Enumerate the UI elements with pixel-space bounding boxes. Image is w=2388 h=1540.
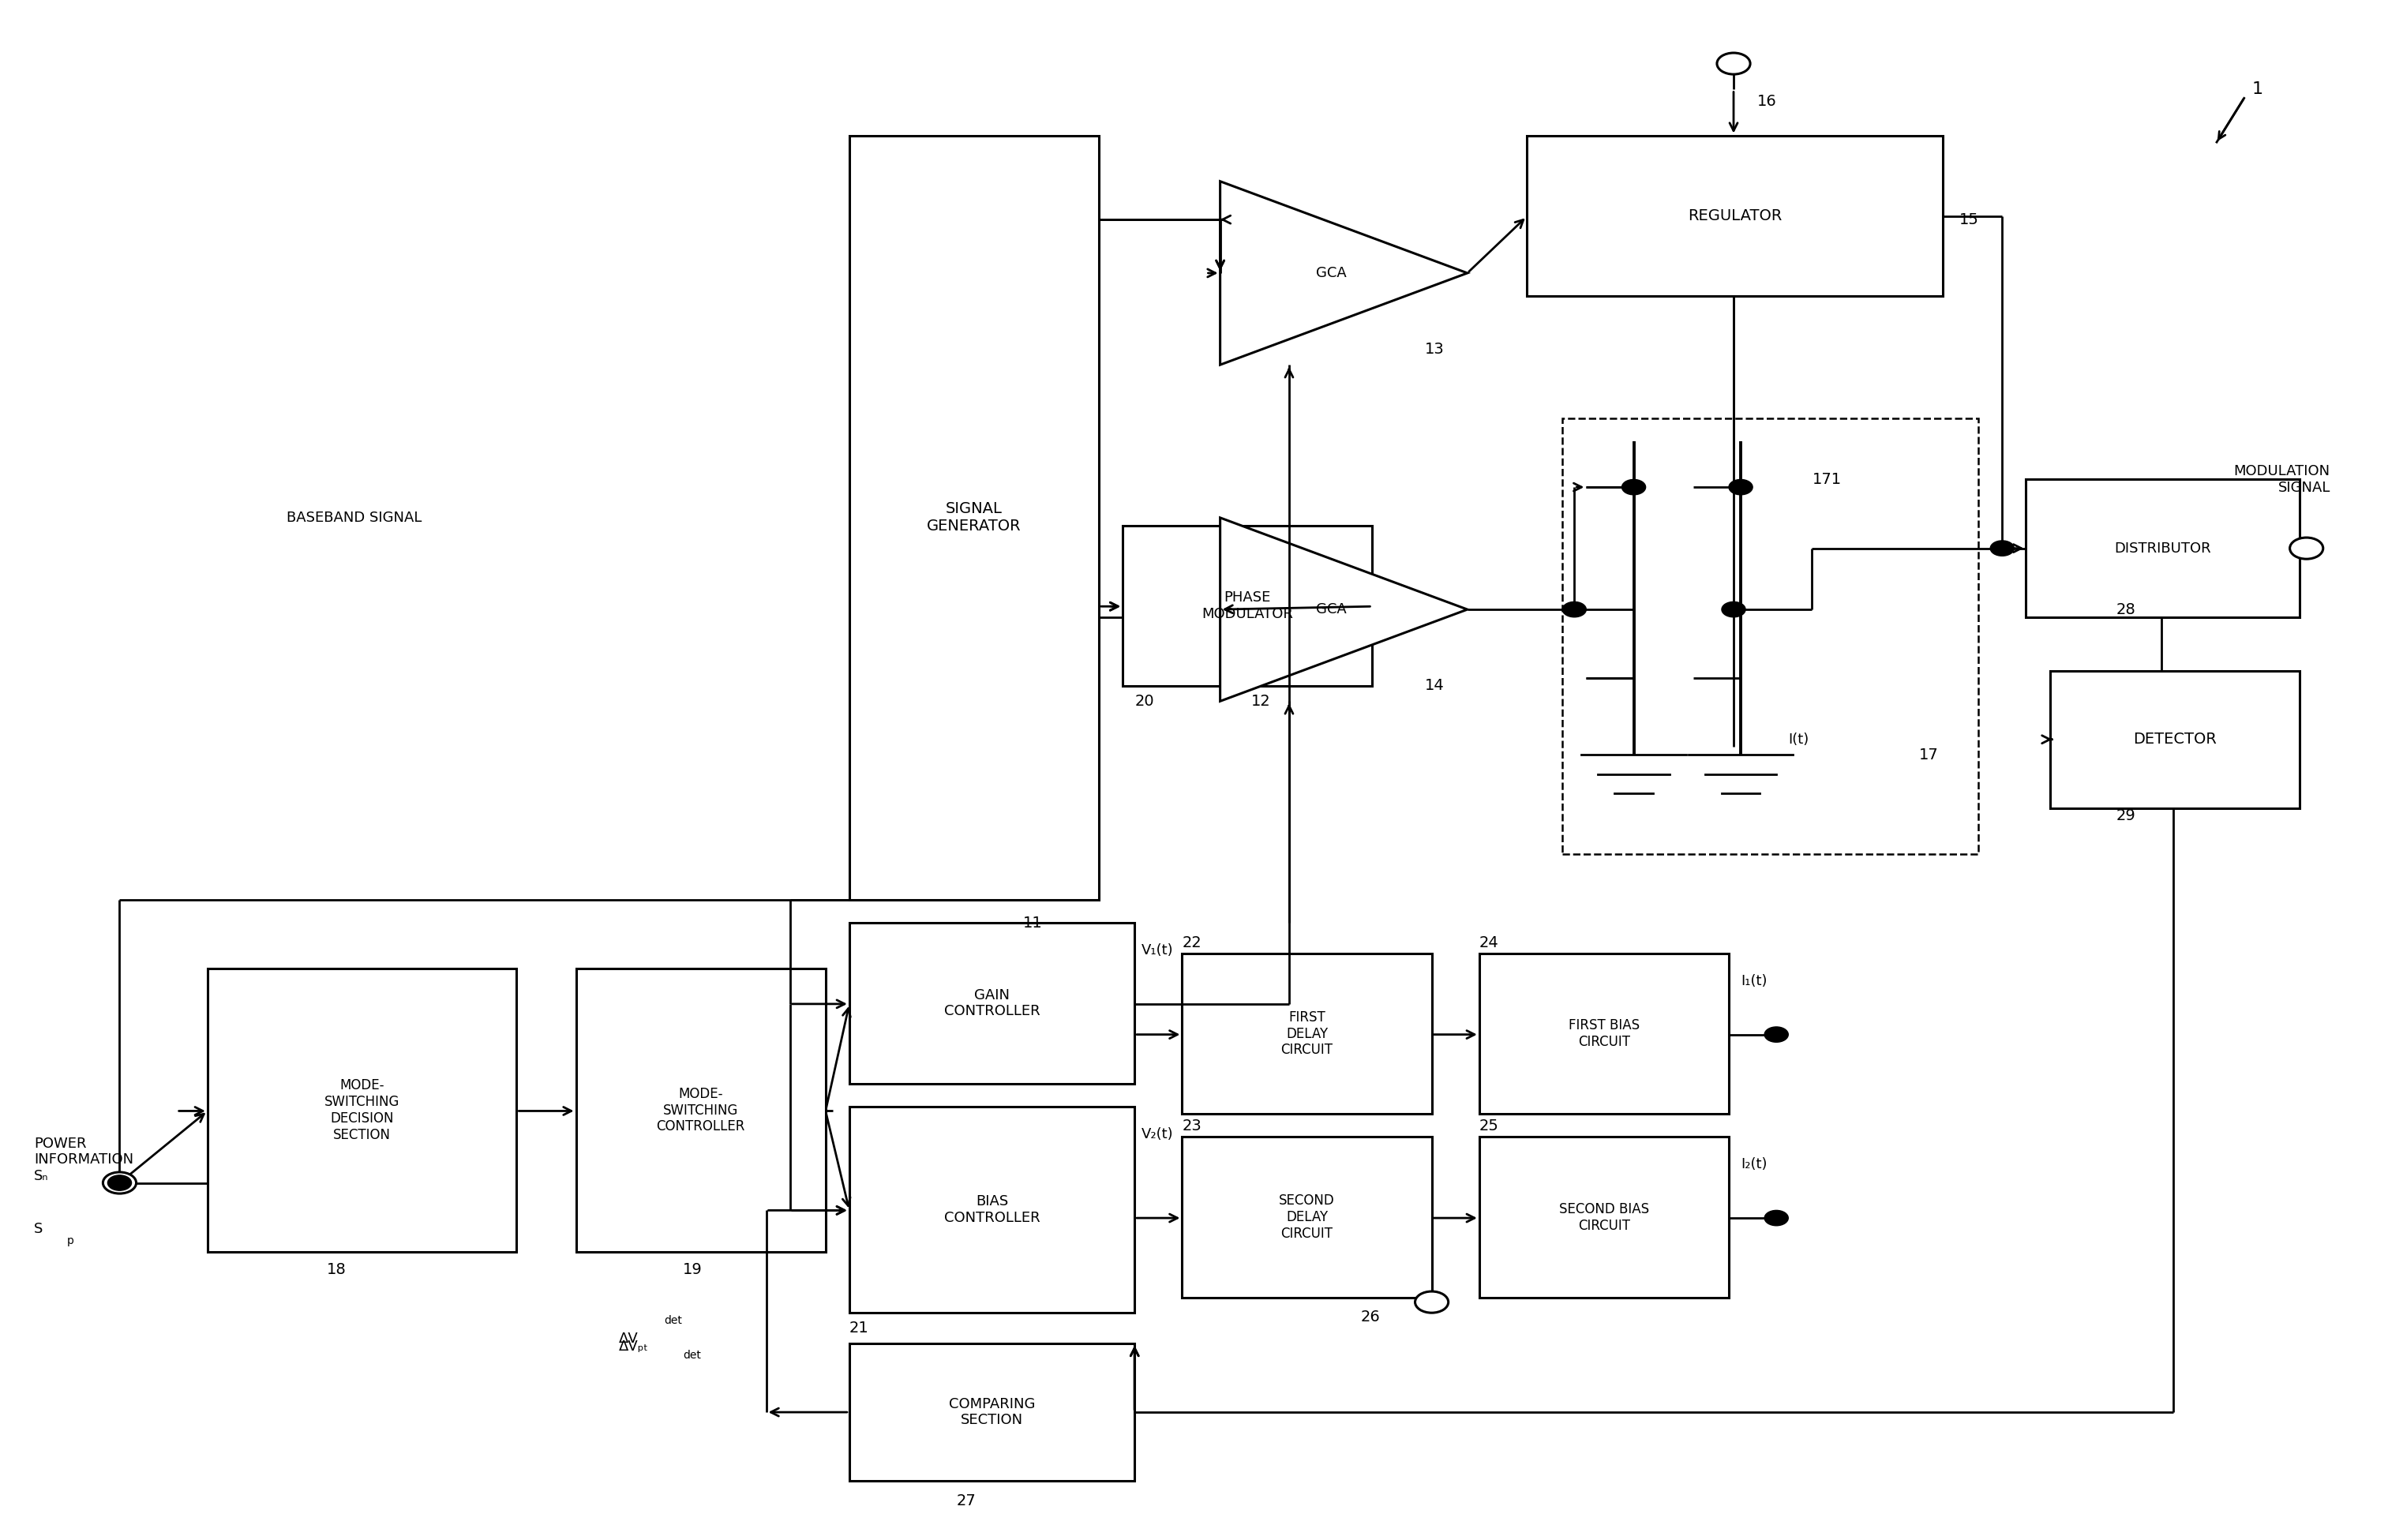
Text: 20: 20 — [1134, 693, 1153, 708]
Text: 26: 26 — [1361, 1311, 1380, 1324]
Text: ΔV: ΔV — [618, 1332, 638, 1346]
Text: 21: 21 — [850, 1321, 869, 1335]
Text: 27: 27 — [955, 1494, 977, 1508]
Text: 23: 23 — [1182, 1118, 1201, 1133]
Text: SECOND BIAS
CIRCUIT: SECOND BIAS CIRCUIT — [1559, 1201, 1650, 1232]
Bar — [2025, 479, 2300, 618]
Text: 29: 29 — [2116, 809, 2135, 824]
Text: MODE-
SWITCHING
DECISION
SECTION: MODE- SWITCHING DECISION SECTION — [325, 1078, 399, 1143]
Bar — [576, 969, 826, 1252]
Bar — [1562, 419, 1977, 855]
Text: 25: 25 — [1478, 1118, 1500, 1133]
Text: FIRST
DELAY
CIRCUIT: FIRST DELAY CIRCUIT — [1280, 1010, 1333, 1058]
Text: I(t): I(t) — [1789, 733, 1810, 747]
Text: FIRST BIAS
CIRCUIT: FIRST BIAS CIRCUIT — [1569, 1018, 1641, 1049]
Text: det: det — [664, 1315, 683, 1326]
Bar — [850, 1343, 1134, 1481]
Text: COMPARING
SECTION: COMPARING SECTION — [948, 1397, 1034, 1428]
Text: 12: 12 — [1251, 693, 1270, 708]
Polygon shape — [1220, 517, 1466, 701]
Text: p: p — [67, 1235, 74, 1246]
Bar — [850, 1106, 1134, 1312]
Text: 24: 24 — [1478, 935, 1500, 950]
Text: 171: 171 — [1812, 471, 1841, 487]
Text: BIAS
CONTROLLER: BIAS CONTROLLER — [943, 1195, 1039, 1224]
Text: 28: 28 — [2116, 602, 2135, 618]
Circle shape — [1729, 479, 1753, 494]
Text: SIGNAL
GENERATOR: SIGNAL GENERATOR — [927, 502, 1022, 534]
Circle shape — [1765, 1210, 1789, 1226]
Circle shape — [1989, 541, 2013, 556]
Circle shape — [1562, 602, 1586, 618]
Text: V₂(t): V₂(t) — [1141, 1127, 1175, 1141]
Bar — [1122, 525, 1373, 685]
Text: SECOND
DELAY
CIRCUIT: SECOND DELAY CIRCUIT — [1280, 1194, 1335, 1241]
Polygon shape — [1220, 182, 1466, 365]
Circle shape — [1765, 1027, 1789, 1043]
Text: 11: 11 — [1022, 915, 1044, 930]
Text: POWER
INFORMATION
Sₙ: POWER INFORMATION Sₙ — [33, 1137, 134, 1183]
Text: BASEBAND SIGNAL: BASEBAND SIGNAL — [287, 511, 420, 525]
Text: 1: 1 — [2252, 82, 2264, 97]
Text: ΔVₚₜ: ΔVₚₜ — [618, 1340, 650, 1354]
Text: GCA: GCA — [1316, 266, 1347, 280]
Circle shape — [103, 1172, 136, 1194]
Bar — [208, 969, 516, 1252]
Text: V₁(t): V₁(t) — [1141, 944, 1175, 958]
Text: MODE-
SWITCHING
CONTROLLER: MODE- SWITCHING CONTROLLER — [657, 1087, 745, 1133]
Circle shape — [107, 1175, 131, 1190]
Circle shape — [2290, 537, 2324, 559]
Text: det: det — [683, 1351, 702, 1361]
Circle shape — [1416, 1292, 1450, 1312]
Text: 13: 13 — [1426, 342, 1445, 357]
Bar — [850, 136, 1098, 899]
Bar — [1478, 953, 1729, 1113]
Text: REGULATOR: REGULATOR — [1688, 208, 1781, 223]
Text: 15: 15 — [1961, 213, 1980, 226]
Bar — [1526, 136, 1944, 296]
Text: 22: 22 — [1182, 935, 1201, 950]
Text: 18: 18 — [327, 1263, 346, 1278]
Text: 14: 14 — [1426, 679, 1445, 693]
Text: MODULATION
SIGNAL: MODULATION SIGNAL — [2233, 464, 2331, 494]
Circle shape — [1722, 602, 1746, 618]
Text: DISTRIBUTOR: DISTRIBUTOR — [2113, 541, 2211, 556]
Text: PHASE
MODULATOR: PHASE MODULATOR — [1201, 590, 1294, 621]
Circle shape — [1717, 52, 1750, 74]
Bar — [1182, 953, 1433, 1113]
Text: S: S — [33, 1221, 43, 1235]
Circle shape — [1621, 479, 1645, 494]
Bar — [1182, 1137, 1433, 1298]
Text: 16: 16 — [1758, 94, 1777, 109]
Text: 17: 17 — [1920, 747, 1939, 762]
Text: I₁(t): I₁(t) — [1741, 973, 1767, 989]
Bar — [1478, 1137, 1729, 1298]
Text: DETECTOR: DETECTOR — [2132, 732, 2216, 747]
Text: I₂(t): I₂(t) — [1741, 1158, 1767, 1172]
Text: GAIN
CONTROLLER: GAIN CONTROLLER — [943, 987, 1039, 1018]
Text: 19: 19 — [683, 1263, 702, 1278]
Text: GCA: GCA — [1316, 602, 1347, 616]
Bar — [850, 922, 1134, 1084]
Bar — [2049, 670, 2300, 809]
